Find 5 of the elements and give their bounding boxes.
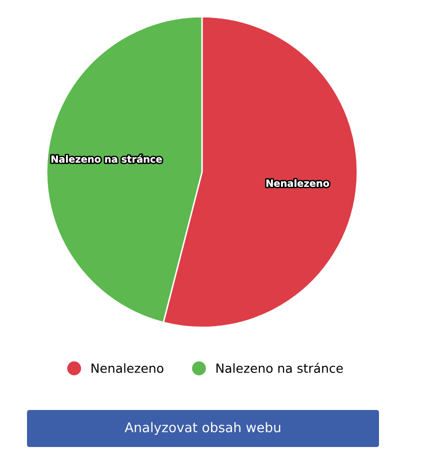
legend-label: Nalezeno na stránce [216,362,343,373]
slice-label: Nalezeno na stránce [51,154,162,163]
slice-label: Nenalezeno [266,179,330,187]
legend-label: Nenalezeno [92,363,164,373]
text: Analyzovat obsah webu [124,422,280,435]
